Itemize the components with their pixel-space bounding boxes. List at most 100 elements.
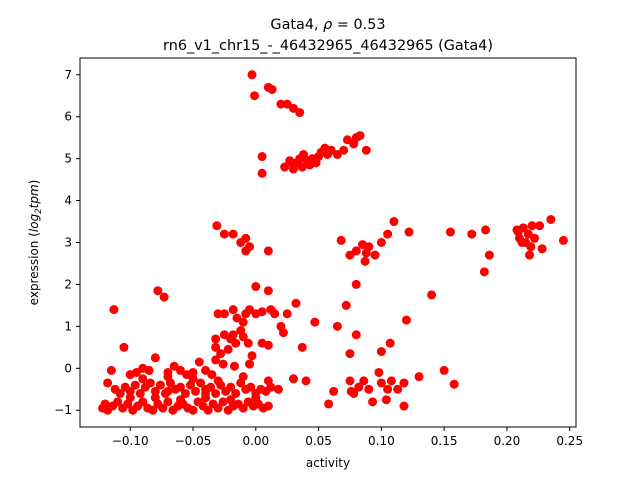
data-point [276, 99, 286, 109]
data-point [383, 384, 393, 394]
data-point [115, 388, 125, 398]
y-tick-label: 4 [64, 194, 72, 208]
data-point [527, 221, 537, 231]
data-point [219, 330, 229, 340]
x-tick-label: −0.10 [112, 434, 149, 448]
data-point [345, 376, 355, 386]
data-point [238, 332, 248, 342]
data-point [211, 388, 221, 398]
data-point [386, 376, 396, 386]
data-point [525, 250, 535, 260]
data-point [360, 256, 370, 266]
data-point [231, 388, 241, 398]
y-tick-label: −1 [54, 403, 72, 417]
data-point [238, 317, 248, 327]
data-point [513, 227, 523, 237]
data-point [339, 145, 349, 155]
data-point [247, 351, 257, 361]
data-point [251, 282, 261, 292]
y-tick-label: 2 [64, 277, 72, 291]
data-point [218, 359, 228, 369]
data-point [155, 380, 165, 390]
data-point [481, 225, 491, 235]
data-point [267, 84, 277, 94]
data-point [125, 393, 135, 403]
data-point [241, 233, 251, 243]
data-point [399, 401, 409, 411]
data-point [188, 367, 198, 377]
data-point [445, 227, 455, 237]
data-point [219, 309, 229, 319]
data-point [238, 372, 248, 382]
data-point [257, 307, 267, 317]
data-point [163, 386, 173, 396]
y-tick-label: 0 [64, 361, 72, 375]
data-point [354, 382, 364, 392]
data-point [175, 395, 185, 405]
data-point [247, 70, 257, 80]
data-point [226, 395, 236, 405]
data-point [324, 399, 334, 409]
data-point [213, 309, 223, 319]
data-point [150, 386, 160, 396]
x-tick-label: 0.00 [242, 434, 269, 448]
data-point [351, 279, 361, 289]
data-point [263, 246, 273, 256]
data-point [119, 342, 129, 352]
data-point [546, 214, 556, 224]
data-point [212, 221, 222, 231]
data-point [336, 235, 346, 245]
data-point [228, 305, 238, 315]
data-point [370, 250, 380, 260]
data-point [188, 405, 198, 415]
data-point [526, 242, 536, 252]
data-point [245, 359, 255, 369]
data-point [243, 338, 253, 348]
data-point [153, 286, 163, 296]
data-point [558, 235, 568, 245]
y-axis-label: expression (log2tpm) [27, 180, 44, 306]
data-point [393, 384, 403, 394]
data-point [135, 388, 145, 398]
x-tick-label: 0.05 [305, 434, 332, 448]
data-point [159, 292, 169, 302]
data-point [251, 393, 261, 403]
x-tick-label: 0.15 [431, 434, 458, 448]
data-point [138, 374, 148, 384]
y-tick-label: 7 [64, 68, 72, 82]
data-point [206, 382, 216, 392]
y-tick-label: 6 [64, 110, 72, 124]
data-point [346, 386, 356, 396]
data-point [180, 388, 190, 398]
x-axis-ticks: −0.10 −0.05 0.00 0.05 0.10 0.15 0.20 0.25 [112, 427, 583, 448]
data-point [374, 367, 384, 377]
data-point [263, 286, 273, 296]
data-point [270, 309, 280, 319]
data-point [297, 342, 307, 352]
data-point [427, 290, 437, 300]
data-point [376, 378, 386, 388]
data-point [223, 344, 233, 354]
data-point [238, 403, 248, 413]
data-point [291, 298, 301, 308]
data-point [359, 376, 369, 386]
data-point [479, 267, 489, 277]
data-point [103, 378, 113, 388]
data-point [211, 334, 221, 344]
data-point [484, 250, 494, 260]
data-point [288, 374, 298, 384]
data-point [376, 238, 386, 247]
data-point [301, 376, 311, 386]
plot-frame [79, 57, 577, 428]
data-point [449, 379, 459, 389]
chart-title-line2: rn6_v1_chr15_-_46432965_46432965 (Gata4) [163, 38, 493, 54]
data-point [263, 340, 273, 350]
data-point [341, 300, 351, 310]
data-point [263, 376, 273, 386]
x-tick-label: −0.05 [175, 434, 212, 448]
data-point [257, 168, 267, 178]
data-point [194, 357, 204, 367]
data-point [361, 145, 371, 155]
data-point [250, 91, 260, 101]
